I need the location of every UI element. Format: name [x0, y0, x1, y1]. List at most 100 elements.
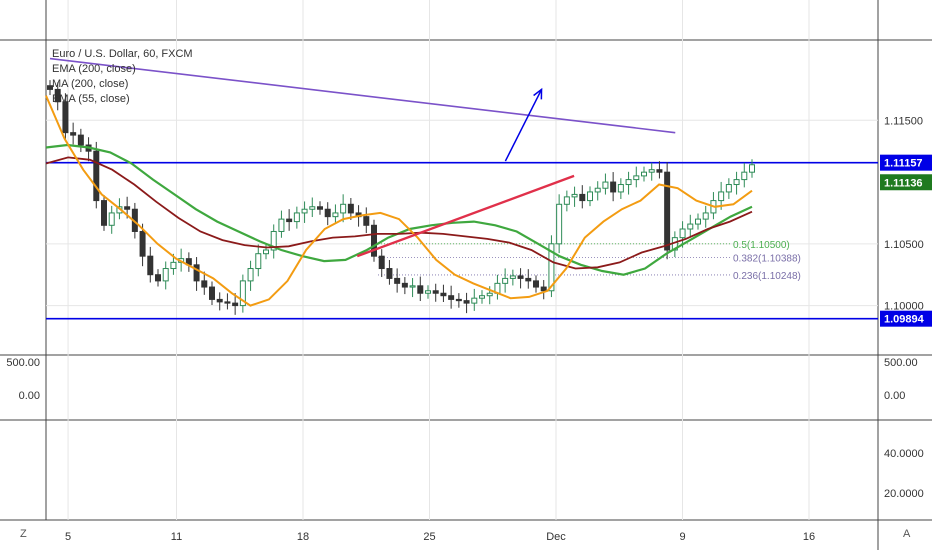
candle-body — [47, 85, 53, 90]
x-tick-label: Dec — [546, 531, 566, 543]
candle-body — [579, 193, 586, 202]
candle-body — [471, 297, 478, 304]
candle-body — [255, 253, 262, 270]
candle-body — [656, 169, 663, 173]
candle-body — [556, 203, 563, 245]
ema200-line — [45, 143, 753, 276]
price-label: 1.11136 — [884, 177, 923, 189]
candle-body — [664, 171, 671, 251]
fib-level-label: 0.5(1.10500) — [733, 240, 790, 251]
auto-scale-corner-right[interactable]: A — [903, 528, 911, 540]
price-label-bg — [880, 310, 932, 327]
x-tick-label: 9 — [679, 531, 685, 543]
indicator-tick-label-left: 0.00 — [19, 390, 40, 402]
candle-body — [517, 275, 524, 279]
x-tick-label: 5 — [65, 531, 71, 543]
candle-body — [633, 175, 640, 181]
candle-body — [378, 255, 385, 270]
candle-body — [108, 212, 115, 226]
candle-body — [201, 280, 208, 288]
candle-body — [363, 216, 370, 226]
candle-body — [509, 275, 516, 279]
fib-level-label: 0.236(1.10248) — [733, 271, 801, 282]
candle-body — [695, 218, 701, 225]
candle-body — [340, 203, 347, 214]
candle-body — [687, 223, 694, 230]
candle-body — [548, 243, 555, 292]
indicator-tick-label: 0.00 — [884, 390, 905, 402]
candle-body — [170, 261, 177, 270]
candle-body — [124, 206, 131, 210]
candle-body — [147, 255, 154, 276]
chart-legend: Euro / U.S. Dollar, 60, FXCM EMA (200, c… — [52, 47, 193, 107]
candle-body — [741, 171, 748, 181]
candle-body — [571, 193, 578, 198]
candle-body — [139, 230, 146, 257]
candle-body — [386, 268, 393, 279]
candle-body — [77, 134, 84, 146]
candle-body — [347, 203, 354, 214]
candle-body — [324, 208, 331, 218]
indicator-tick-label: 500.00 — [884, 357, 918, 369]
candle-body — [432, 290, 439, 294]
candle-body — [101, 200, 107, 226]
ema55-line — [45, 95, 753, 307]
candle-body — [610, 181, 617, 193]
candle-body — [301, 208, 308, 214]
x-tick-label: 18 — [297, 531, 309, 543]
candle-body — [641, 171, 647, 177]
candle-body — [394, 277, 401, 284]
candle-body — [54, 88, 61, 103]
breakout-arrow-shaft — [504, 89, 543, 162]
price-label-bg — [880, 174, 932, 191]
candle-body — [563, 196, 570, 205]
candle-body — [155, 274, 161, 282]
candle-body — [216, 298, 223, 303]
fib-level-label: 0.382(1.10388) — [733, 254, 801, 265]
trendline-rising-support — [356, 174, 575, 258]
candle-body — [725, 184, 732, 193]
candle-body — [317, 206, 323, 210]
candle-body — [224, 301, 231, 304]
candle-body — [417, 285, 424, 294]
candle-body — [286, 218, 293, 223]
candle-body — [293, 212, 300, 223]
legend-indicator-ma200[interactable]: MA (200, close) — [52, 78, 129, 90]
zoom-corner-left[interactable]: Z — [20, 528, 27, 540]
candle-body — [617, 184, 624, 193]
y-tick-label: 1.11500 — [884, 115, 923, 127]
candle-body — [70, 132, 77, 136]
candle-body — [93, 150, 100, 202]
indicator-tick-label: 40.0000 — [884, 448, 924, 460]
candle-body — [679, 228, 686, 239]
candle-body — [540, 286, 547, 292]
candle-body — [718, 191, 725, 202]
candle-body — [232, 302, 239, 307]
price-label: 1.11157 — [884, 158, 923, 170]
candle-body — [525, 277, 532, 282]
candle-body — [62, 101, 69, 134]
candle-body — [602, 181, 609, 189]
legend-indicator-ema200[interactable]: EMA (200, close) — [52, 63, 136, 75]
candle-body — [594, 187, 601, 193]
y-tick-label: 1.10000 — [884, 301, 924, 313]
legend-indicator-ema55[interactable]: EMA (55, close) — [52, 93, 130, 105]
trendline-descending-resistance — [49, 57, 676, 134]
candle-body — [463, 300, 470, 304]
candle-body — [486, 292, 493, 297]
candle-body — [648, 169, 655, 173]
indicator-tick-label-left: 500.00 — [6, 357, 40, 369]
candle-body — [401, 282, 408, 288]
candle-body — [625, 179, 632, 186]
candle-body — [263, 249, 269, 255]
candle-body — [425, 290, 431, 294]
candle-body — [332, 212, 339, 218]
candle-body — [247, 268, 254, 282]
candle-body — [193, 264, 200, 282]
candle-body — [270, 230, 277, 251]
candle-body — [587, 191, 593, 202]
candle-body — [209, 286, 215, 300]
x-tick-label: 25 — [423, 531, 435, 543]
